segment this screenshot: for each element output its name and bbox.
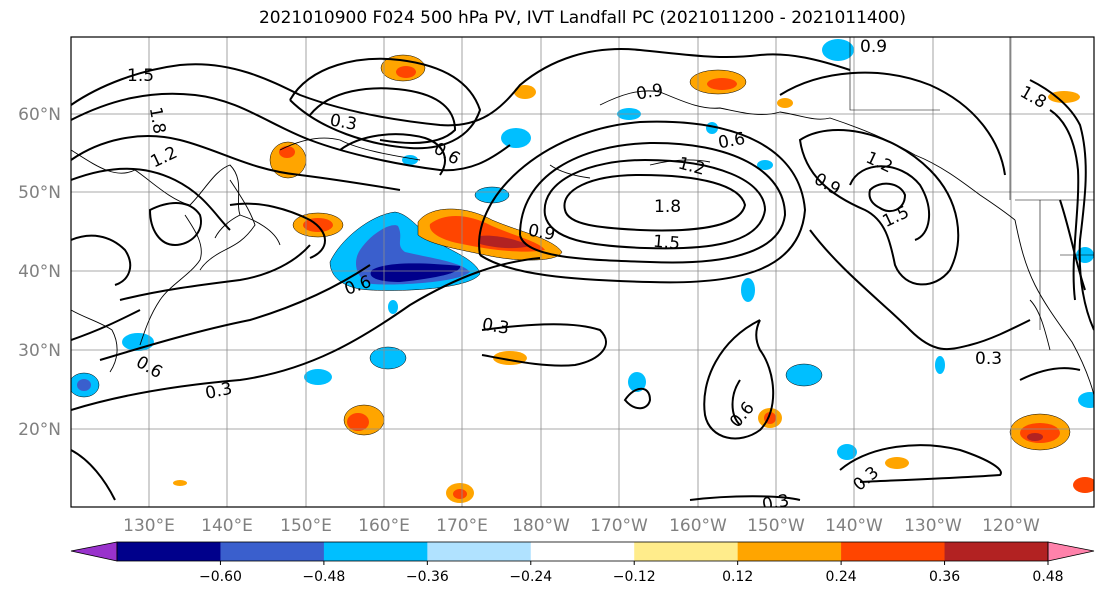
colorbar-segment	[944, 542, 1049, 561]
colorbar-tick-label: −0.12	[613, 569, 656, 585]
positive-anomaly-blob	[1027, 433, 1043, 441]
colorbar-segment	[737, 542, 842, 561]
negative-anomaly-blob	[388, 300, 398, 314]
contour-label: 0.3	[328, 111, 358, 135]
political-borders	[849, 37, 1094, 330]
negative-anomaly-blob	[822, 39, 854, 61]
gridlines	[71, 37, 1094, 507]
colorbar-tick-label: −0.36	[406, 569, 449, 585]
negative-anomaly-blob	[935, 356, 945, 374]
anomaly-shading	[71, 39, 1094, 503]
negative-anomaly-blob	[741, 278, 755, 302]
coastlines	[71, 90, 1094, 396]
latitude-labels: 60°N 50°N 40°N 30°N 20°N	[18, 105, 61, 440]
colorbar-segment	[323, 542, 428, 561]
lon-label: 160°E	[358, 516, 410, 536]
lon-label: 180°W	[512, 516, 570, 536]
colorbar-extend-high	[1047, 541, 1095, 562]
negative-anomaly-blob	[1078, 392, 1094, 408]
positive-anomaly-blob	[777, 98, 793, 108]
lon-label: 170°W	[590, 516, 648, 536]
positive-anomaly-peak	[480, 235, 530, 249]
map-frame	[70, 36, 1095, 508]
colorbar-tick-label: 0.36	[929, 569, 960, 585]
negative-anomaly-blob	[628, 372, 646, 392]
colorbar-segment	[427, 542, 532, 561]
negative-anomaly-blob	[402, 155, 418, 165]
colorbar-segment	[117, 542, 221, 561]
lon-label: 150°E	[280, 516, 332, 536]
colorbar-tick-label: −0.60	[199, 569, 242, 585]
negative-anomaly-blob	[304, 369, 332, 385]
colorbar-segment	[530, 542, 635, 561]
negative-anomaly-blob	[785, 363, 823, 387]
lon-label: 160°W	[669, 516, 727, 536]
colorbar-frame	[116, 541, 1049, 562]
lon-label: 140°E	[201, 516, 253, 536]
colorbar-tick-label: 0.24	[826, 569, 857, 585]
contour-label: 1.8	[654, 197, 681, 217]
positive-anomaly-blob	[453, 489, 467, 499]
contour-label: 0.3	[975, 349, 1002, 369]
positive-anomaly-blob	[707, 78, 737, 90]
positive-anomaly-blob	[514, 85, 536, 99]
colorbar-segment	[841, 542, 946, 561]
negative-anomaly-blob	[501, 128, 531, 148]
positive-anomaly-blob	[279, 146, 295, 158]
positive-anomaly-blob	[347, 413, 369, 431]
colorbar: −0.60 −0.48 −0.36 −0.24 −0.12 0.12 0.24 0.36 0.4…	[70, 541, 1095, 585]
lon-label: 170°E	[436, 516, 488, 536]
positive-anomaly-blob	[1073, 477, 1094, 493]
contour-label: 0.9	[635, 80, 665, 104]
contour-label: 1.5	[652, 232, 681, 254]
negative-anomaly-blob	[77, 379, 91, 391]
colorbar-segment	[220, 542, 325, 561]
negative-anomaly-blob	[837, 444, 857, 460]
lat-label: 20°N	[18, 420, 61, 440]
negative-anomaly-peak	[370, 263, 461, 282]
positive-anomaly-blob	[1048, 91, 1080, 103]
lat-label: 40°N	[18, 262, 61, 282]
pv-contours	[71, 48, 1094, 501]
positive-anomaly-blob	[173, 480, 187, 486]
longitude-labels: 130°E 140°E 150°E 160°E 170°E 180°W 170°…	[123, 516, 1040, 536]
contour-label: 1.5	[127, 66, 154, 86]
colorbar-tick-label: 0.48	[1032, 569, 1063, 585]
lon-label: 130°W	[904, 516, 962, 536]
lon-label: 150°W	[747, 516, 805, 536]
positive-anomaly-blob	[396, 66, 416, 78]
lat-label: 60°N	[18, 105, 61, 125]
contour-label: 0.9	[526, 221, 556, 245]
colorbar-extend-low	[70, 541, 118, 562]
lat-label: 30°N	[18, 341, 61, 361]
negative-anomaly-blob	[757, 160, 773, 170]
map-title: 2021010900 F024 500 hPa PV, IVT Landfall…	[258, 8, 906, 28]
colorbar-tick-label: −0.24	[509, 569, 552, 585]
colorbar-tick-label: −0.48	[302, 569, 345, 585]
lat-label: 50°N	[18, 183, 61, 203]
contour-label: 0.3	[480, 315, 510, 339]
contour-label: 0.9	[860, 37, 887, 57]
negative-anomaly-blob	[369, 346, 407, 370]
contour-label: 1.8	[145, 105, 169, 135]
colorbar-segment	[634, 542, 739, 561]
colorbar-tick-label: 0.12	[722, 569, 753, 585]
lon-label: 130°E	[123, 516, 175, 536]
lon-label: 120°W	[982, 516, 1040, 536]
positive-anomaly-blob	[885, 457, 909, 469]
contour-label: 0.3	[761, 491, 791, 515]
map-panel: 1.5 1.8 1.2 0.3 0.6 0.9 1.8 1.5 1.2 0.9 …	[71, 37, 1094, 515]
lon-label: 140°W	[825, 516, 883, 536]
contour-label: 0.6	[717, 129, 747, 153]
